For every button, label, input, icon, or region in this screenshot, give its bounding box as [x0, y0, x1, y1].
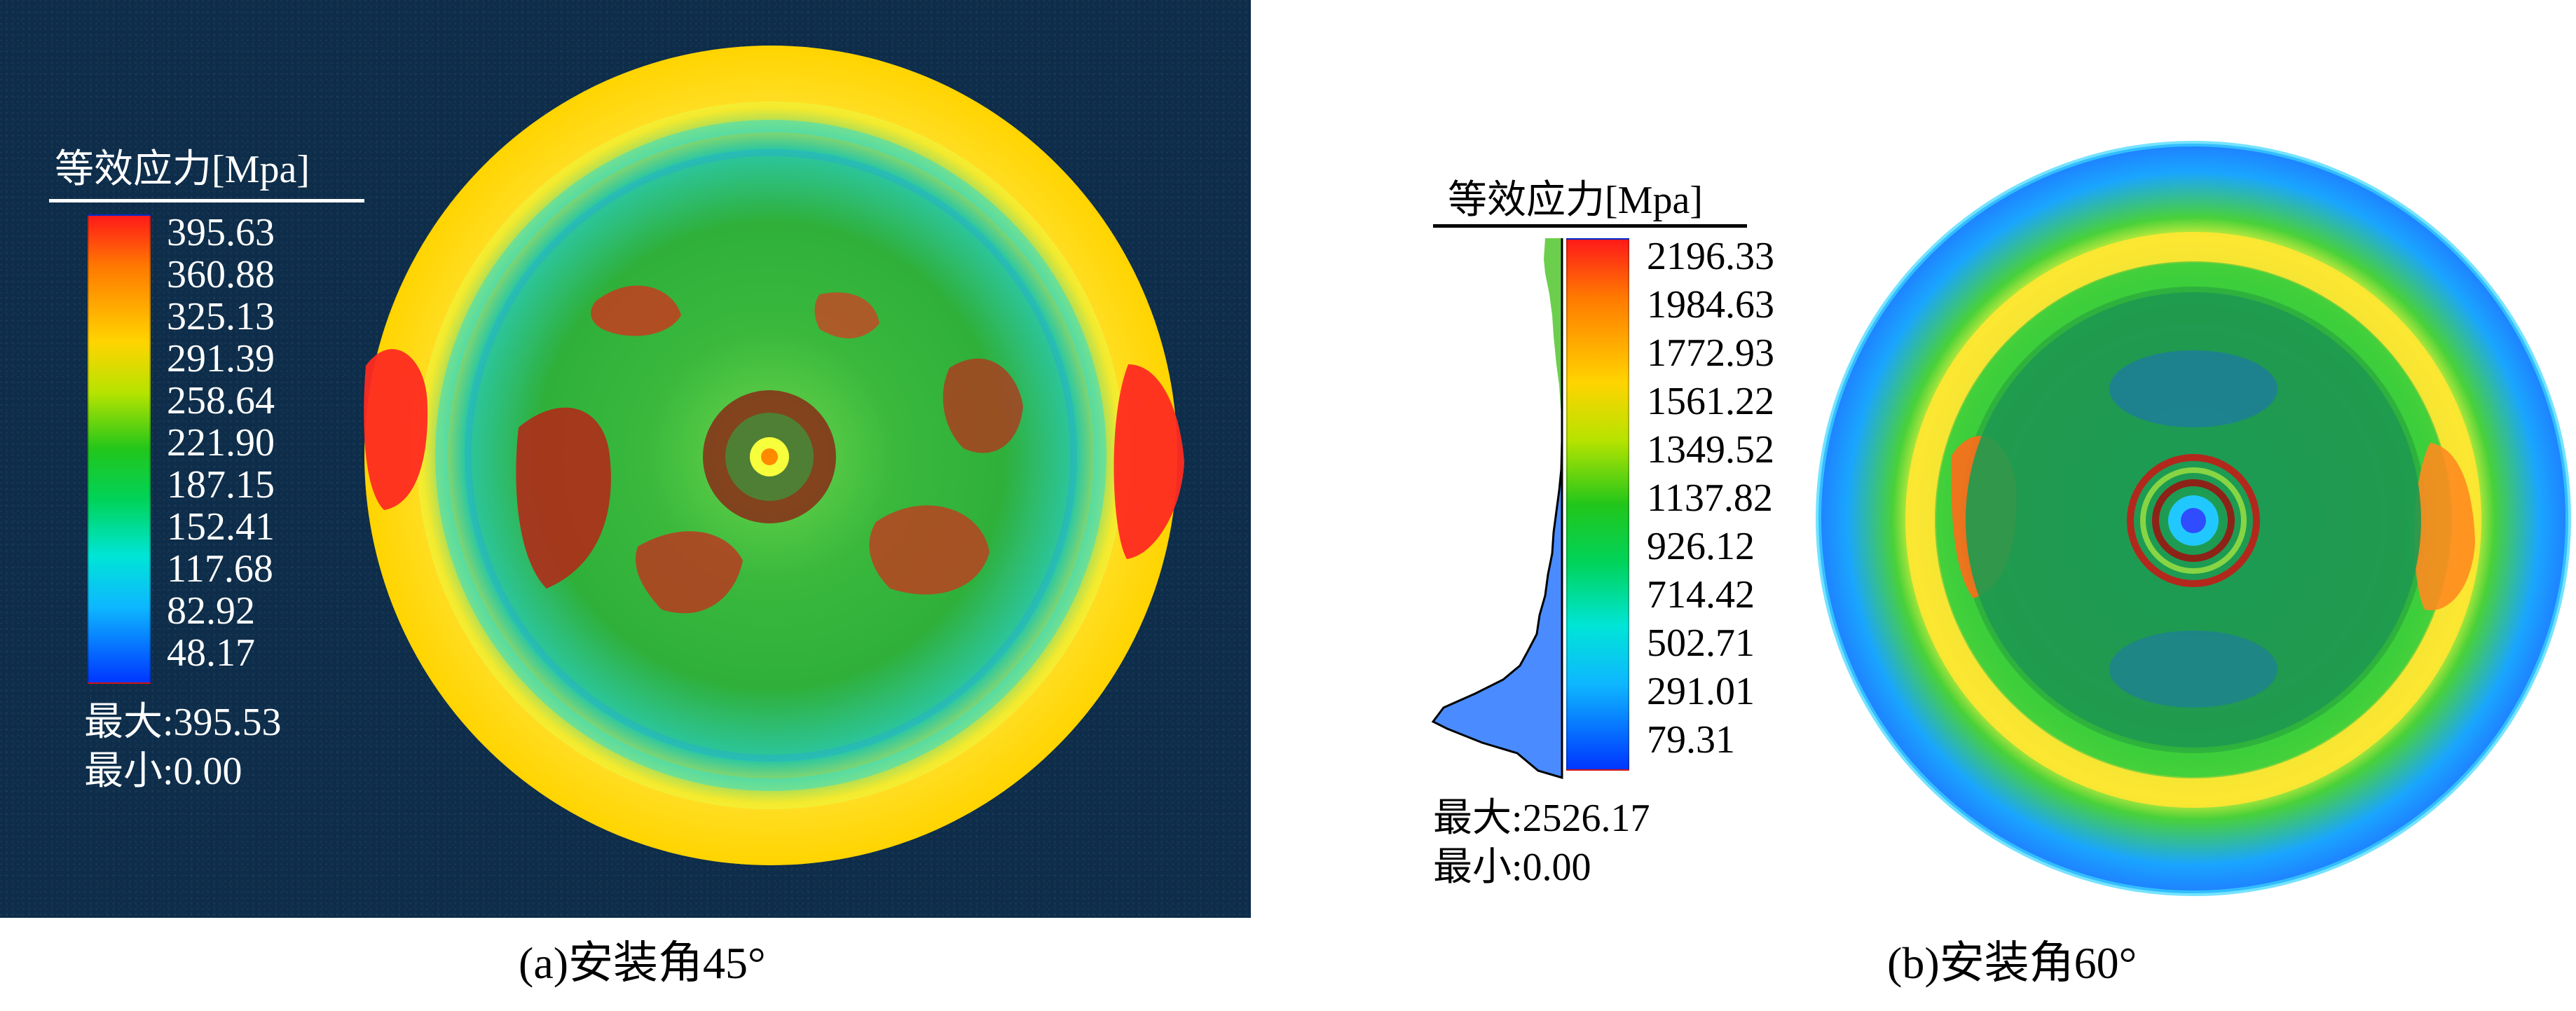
right-hot-lobe-b [2414, 443, 2475, 611]
legend-value: 502.71 [1647, 621, 1755, 665]
legend-value: 1772.93 [1647, 331, 1774, 375]
legend-values-b: 2196.33 1984.63 1772.93 1561.22 1349.52 … [1647, 237, 1822, 776]
legend-title-b: 等效应力[Mpa] [1448, 179, 1703, 222]
hotspot-a-2 [814, 292, 879, 338]
stress-contour-b [1816, 141, 2571, 896]
blue-patch-bottom-b [2109, 631, 2277, 708]
stress-contour-a [364, 46, 1184, 865]
caption-a: (a)安装角45° [519, 938, 766, 988]
center-ring-3-b [2152, 479, 2235, 562]
right-red-band-a [1114, 364, 1184, 559]
color-scale-b [1566, 238, 1629, 771]
legend-underline-a [49, 199, 364, 202]
legend-value: 152.41 [167, 505, 275, 549]
legend-value: 714.42 [1647, 573, 1755, 617]
hotspot-a-6 [943, 358, 1023, 453]
outer-stroke-b [1816, 141, 2571, 896]
legend-value: 1137.82 [1647, 476, 1773, 520]
blue-ring-a [465, 149, 1077, 762]
hotspot-a-4 [636, 531, 743, 614]
legend-value: 360.88 [167, 253, 275, 296]
legend-value: 926.12 [1647, 525, 1755, 568]
left-red-band-a [364, 349, 428, 510]
legend-value: 221.90 [167, 421, 275, 465]
center-ring-1-b [2127, 454, 2260, 587]
legend-value: 187.15 [167, 463, 275, 507]
color-scale-a [88, 214, 151, 684]
min-stress-a: 最小:0.00 [84, 750, 242, 793]
legend-value: 1349.52 [1647, 428, 1774, 472]
hotspot-a-5 [869, 505, 989, 595]
hotspot-a-1 [591, 285, 681, 336]
center-ring-2-b [2140, 467, 2247, 574]
legend-underline-b [1433, 224, 1747, 228]
legend-values-a: 395.63 360.88 325.13 291.39 258.64 221.9… [167, 213, 335, 689]
legend-value: 79.31 [1647, 718, 1735, 762]
legend-title-a: 等效应力[Mpa] [55, 148, 310, 191]
stress-panel-b: 等效应力[Mpa] 2196.33 1984.63 1772.93 1561.2… [1409, 126, 2576, 925]
cyan-ring-a [435, 120, 1107, 791]
legend-value: 258.64 [167, 379, 275, 422]
legend-value: 117.68 [167, 547, 273, 591]
max-stress-b: 最大:2526.17 [1433, 797, 1650, 840]
hotspot-a-3 [516, 407, 611, 589]
legend-value: 1561.22 [1647, 380, 1774, 423]
legend-value: 2196.33 [1647, 235, 1774, 278]
caption-b: (b)安装角60° [1887, 938, 2137, 988]
histogram-b [1431, 238, 1563, 780]
max-stress-a: 最大:395.53 [84, 701, 282, 744]
legend-value: 291.39 [167, 337, 275, 380]
min-stress-b: 最小:0.00 [1433, 846, 1591, 889]
legend-value: 395.63 [167, 211, 275, 254]
legend-value: 48.17 [167, 631, 255, 675]
legend-value: 1984.63 [1647, 283, 1774, 326]
legend-value: 325.13 [167, 295, 275, 338]
center-core-b [2181, 508, 2206, 533]
stress-panel-a: 等效应力[Mpa] 395.63 360.88 325.13 291.39 25… [0, 0, 1251, 918]
blue-patch-top-b [2109, 350, 2277, 427]
legend-value: 82.92 [167, 589, 255, 633]
center-core-a [761, 448, 778, 465]
legend-value: 291.01 [1647, 670, 1755, 713]
